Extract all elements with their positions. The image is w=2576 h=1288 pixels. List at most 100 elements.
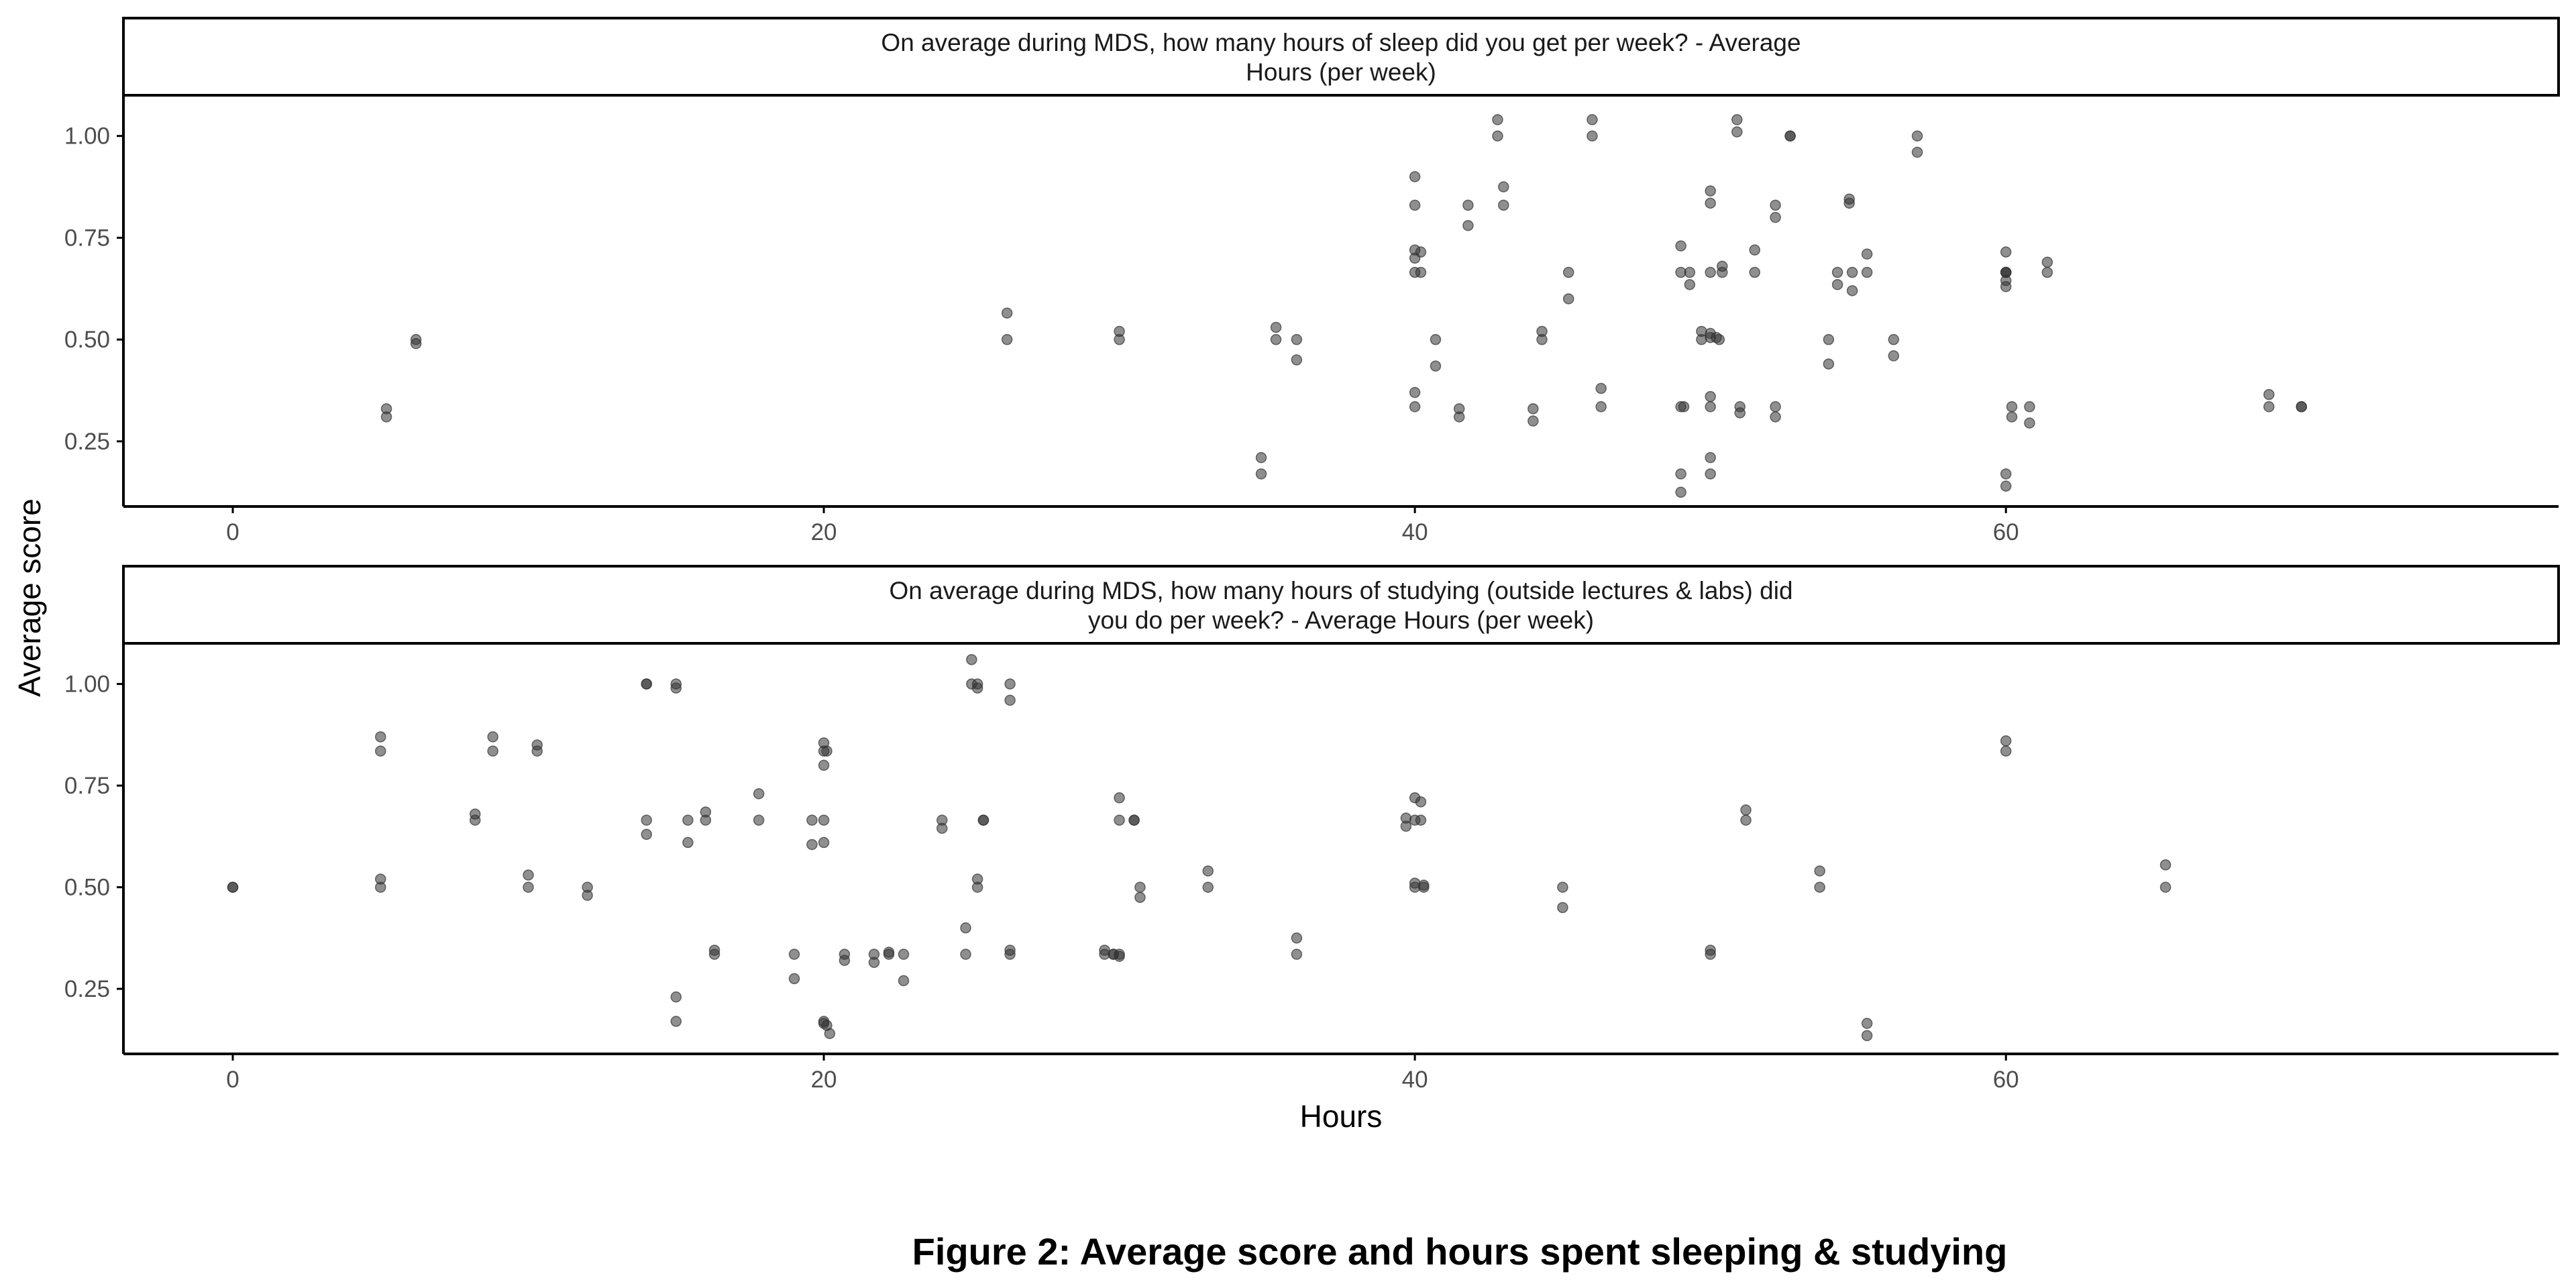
scatter-point — [1291, 932, 1303, 944]
study-y-axis: 0.25 0.50 0.75 1.00 — [64, 672, 123, 1002]
scatter-point — [1861, 248, 1873, 260]
study-points — [227, 653, 2171, 1041]
scatter-point — [1831, 266, 1843, 278]
scatter-point — [708, 949, 720, 960]
scatter-point — [936, 822, 948, 834]
study-strip-line-1: On average during MDS, how many hours of… — [889, 577, 1792, 604]
scatter-point — [960, 949, 971, 960]
study-panel: On average during MDS, how many hours of… — [64, 565, 2560, 1093]
scatter-point — [682, 837, 694, 849]
scatter-point — [971, 682, 983, 694]
scatter-point — [966, 653, 977, 665]
y-tick-label: 1.00 — [64, 672, 110, 698]
scatter-point — [1675, 486, 1686, 498]
scatter-point — [1734, 407, 1746, 419]
scatter-point — [1114, 333, 1125, 345]
scatter-point — [2024, 401, 2035, 413]
study-x-axis: 0 20 40 60 — [226, 1054, 2019, 1093]
scatter-point — [1595, 401, 1607, 413]
scatter-point — [1202, 881, 1214, 893]
scatter-point — [824, 1028, 836, 1039]
scatter-point — [788, 949, 800, 960]
scatter-point — [1128, 814, 1140, 826]
scatter-point — [2000, 468, 2012, 480]
scatter-point — [1814, 865, 1825, 877]
scatter-point — [1004, 949, 1016, 960]
y-axis-title: Average score — [12, 498, 47, 697]
sleep-x-axis: 0 20 40 60 — [226, 506, 2019, 545]
scatter-point — [2000, 745, 2012, 757]
scatter-point — [1492, 130, 1503, 142]
scatter-point — [1861, 1030, 1873, 1041]
scatter-point — [2296, 401, 2307, 413]
scatter-point — [2024, 417, 2035, 429]
scatter-point — [582, 890, 593, 901]
study-strip-line-2: you do per week? - Average Hours (per we… — [1088, 606, 1594, 634]
x-tick-label: 20 — [811, 1067, 837, 1093]
scatter-point — [531, 745, 543, 757]
scatter-point — [1001, 333, 1013, 345]
scatter-point — [821, 745, 833, 757]
sleep-points — [380, 114, 2307, 498]
scatter-point — [1717, 266, 1728, 278]
scatter-point — [1527, 403, 1539, 415]
scatter-point — [1270, 333, 1282, 345]
scatter-point — [1784, 130, 1796, 142]
scatter-point — [469, 814, 481, 826]
y-tick-label: 0.50 — [64, 327, 110, 353]
scatter-point — [1861, 266, 1873, 278]
scatter-point — [971, 881, 983, 893]
scatter-point — [1770, 199, 1781, 211]
scatter-point — [670, 682, 682, 694]
y-tick-label: 0.25 — [64, 976, 110, 1002]
scatter-point — [1462, 199, 1474, 211]
scatter-point — [2263, 401, 2275, 413]
scatter-point — [1498, 181, 1509, 193]
scatter-point — [1587, 114, 1598, 125]
scatter-point — [898, 975, 910, 987]
scatter-point — [1749, 266, 1760, 278]
scatter-point — [1409, 199, 1421, 211]
scatter-point — [1415, 796, 1427, 808]
scatter-point — [1400, 820, 1412, 832]
scatter-point — [1846, 285, 1858, 297]
x-tick-label: 40 — [1402, 519, 1428, 545]
scatter-point — [1814, 881, 1825, 893]
scatter-point — [2041, 266, 2053, 278]
scatter-point — [2000, 246, 2012, 258]
scatter-point — [641, 678, 652, 690]
scatter-point — [818, 814, 830, 826]
y-tick-label: 0.50 — [64, 875, 110, 901]
scatter-point — [1846, 266, 1858, 278]
scatter-point — [2000, 281, 2012, 292]
scatter-point — [1911, 130, 1923, 142]
scatter-point — [1562, 293, 1574, 305]
scatter-point — [883, 949, 895, 960]
scatter-point — [641, 814, 652, 826]
scatter-point — [1114, 951, 1125, 962]
scatter-point — [1770, 411, 1781, 423]
scatter-point — [839, 955, 851, 966]
scatter-point — [1415, 266, 1427, 278]
scatter-point — [1705, 185, 1716, 197]
scatter-point — [1462, 219, 1474, 231]
scatter-point — [806, 814, 818, 826]
scatter-point — [1001, 307, 1013, 319]
scatter-point — [818, 837, 830, 849]
scatter-point — [1255, 451, 1267, 464]
scatter-point — [1409, 386, 1421, 398]
scatter-point — [788, 973, 800, 985]
scatter-point — [1705, 266, 1716, 278]
scatter-point — [1684, 278, 1696, 290]
scatter-point — [1740, 814, 1752, 826]
scatter-point — [1291, 354, 1303, 366]
scatter-point — [1595, 382, 1607, 394]
scatter-point — [1114, 792, 1125, 804]
x-axis-title: Hours — [1300, 1099, 1383, 1134]
scatter-point — [1705, 390, 1716, 402]
x-tick-label: 20 — [811, 519, 837, 545]
x-tick-label: 60 — [1993, 1067, 2019, 1093]
scatter-point — [960, 922, 971, 934]
scatter-point — [1713, 333, 1725, 345]
